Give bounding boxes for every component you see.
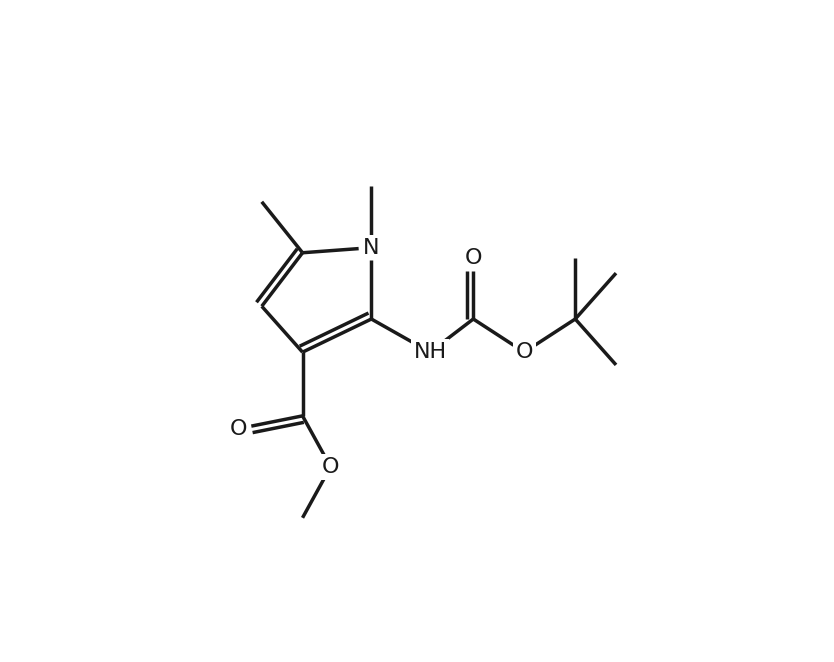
Text: O: O <box>230 418 248 439</box>
Text: O: O <box>515 342 533 362</box>
Text: O: O <box>465 248 482 268</box>
Text: N: N <box>363 238 379 258</box>
Text: NH: NH <box>414 342 446 362</box>
Text: O: O <box>322 457 339 477</box>
